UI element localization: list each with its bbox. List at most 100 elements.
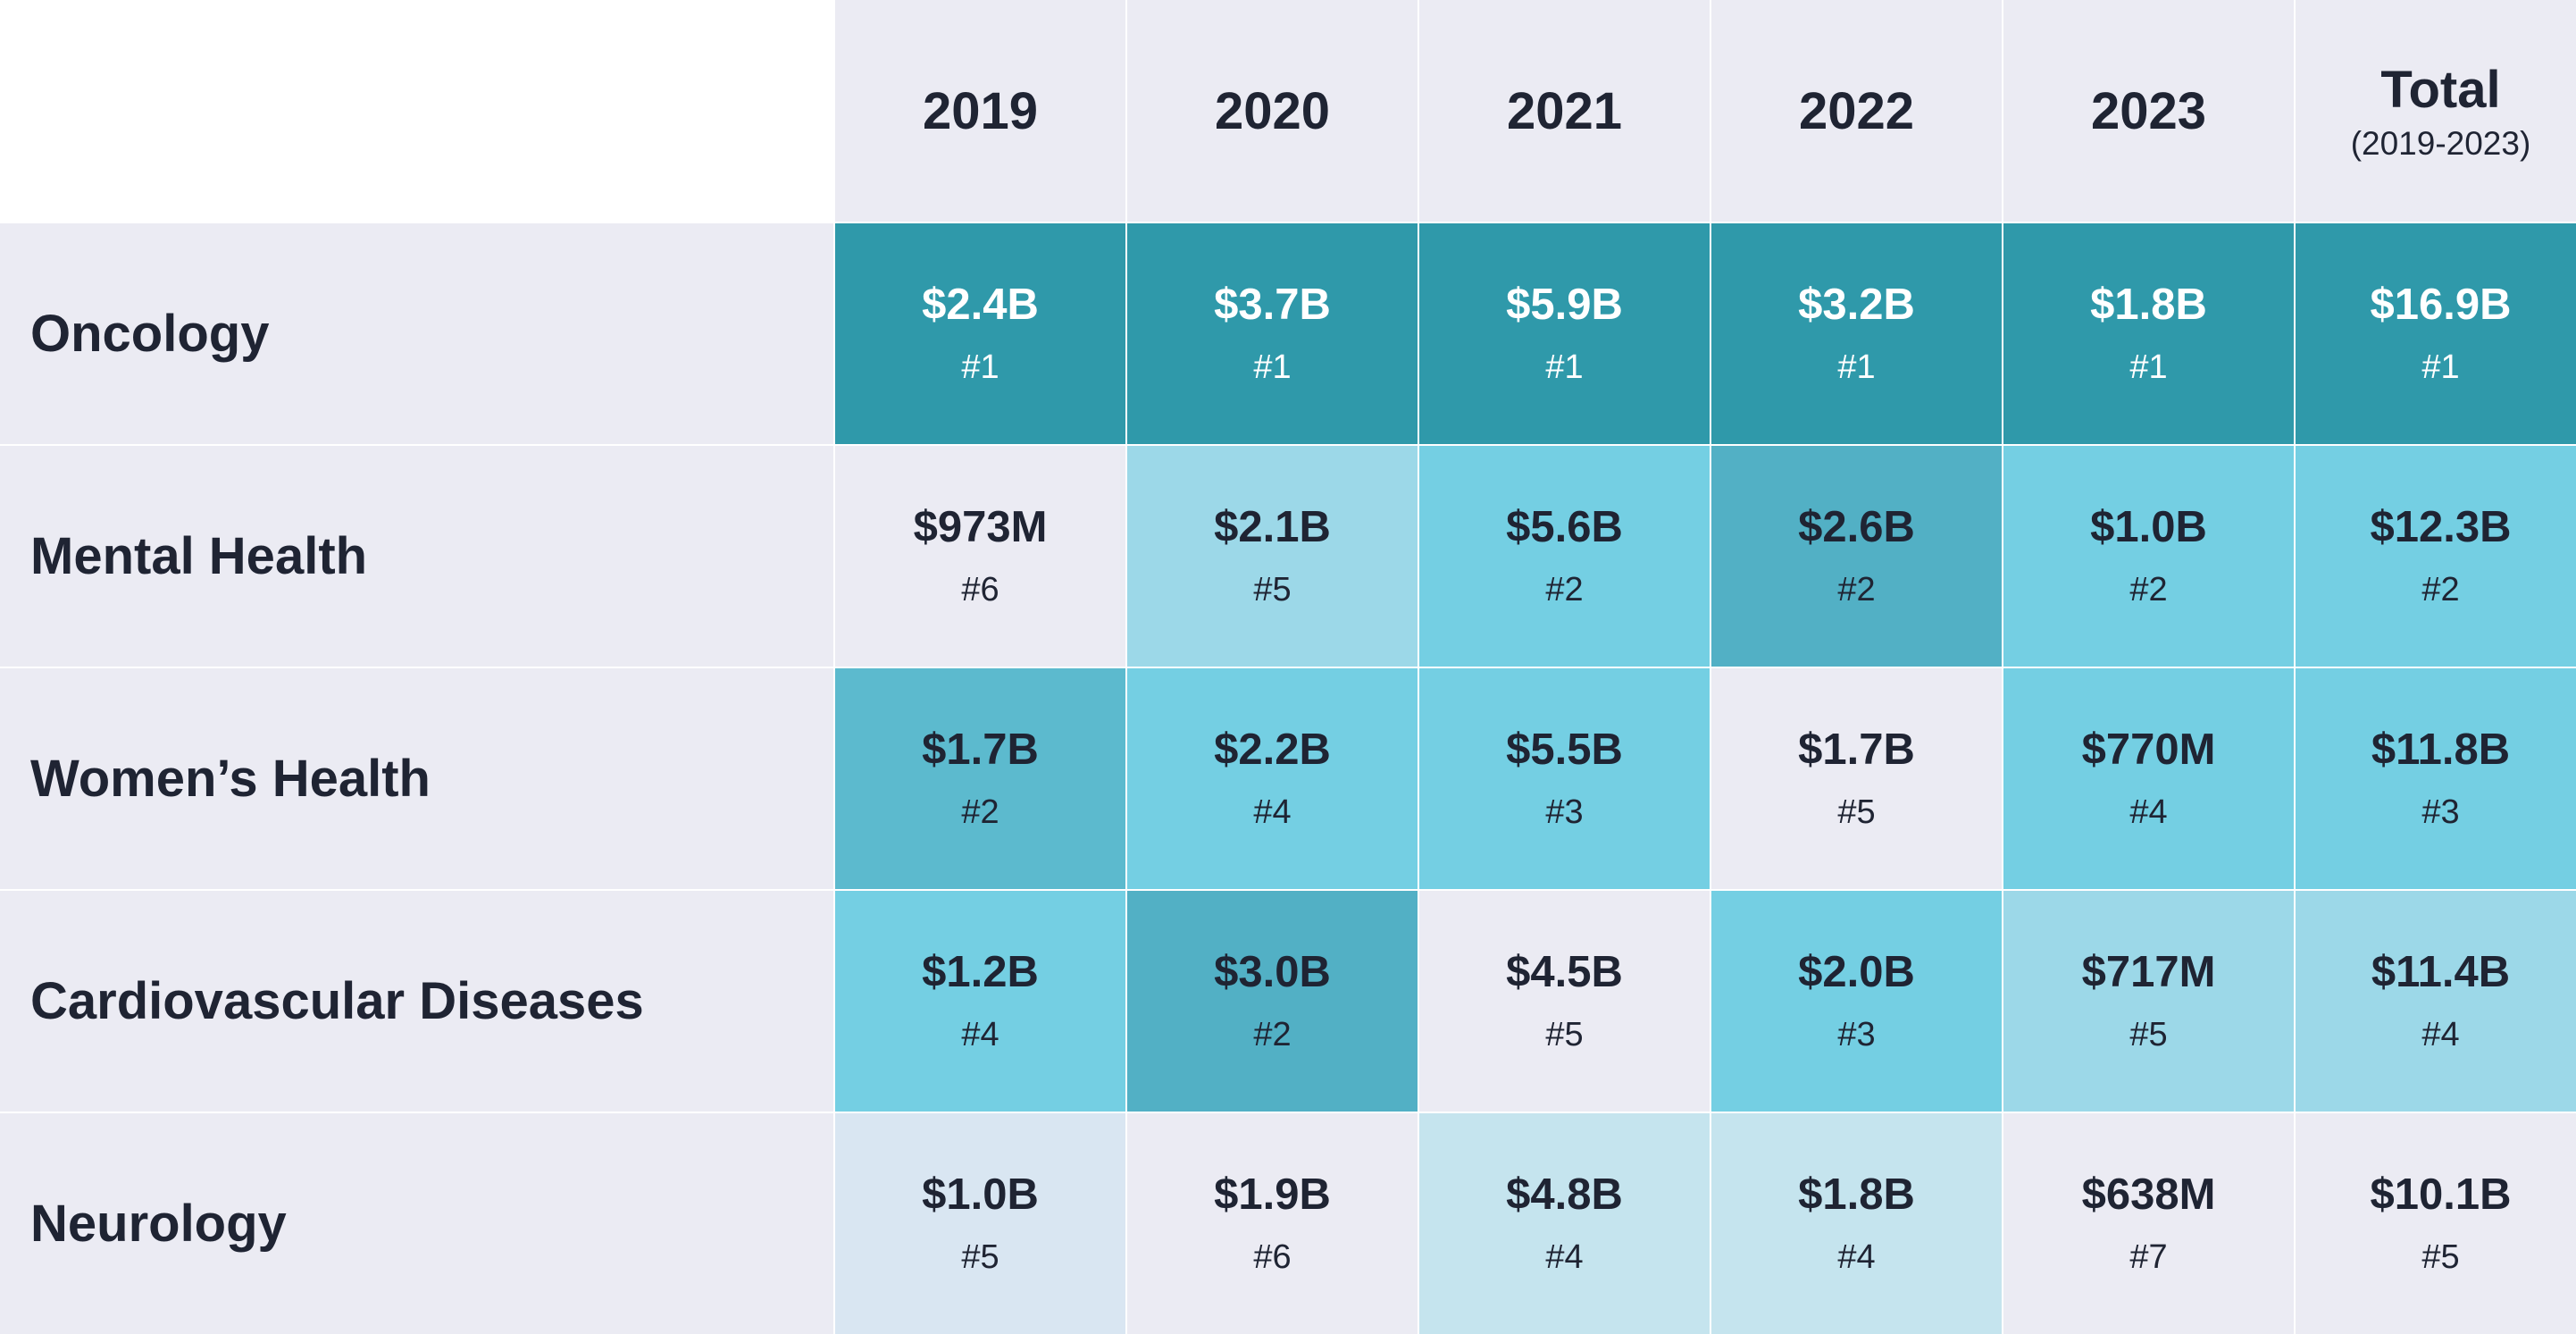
cell-value: $3.0B (1214, 948, 1331, 996)
column-header-label: 2023 (2090, 81, 2207, 140)
cell-rank: #1 (1253, 348, 1292, 386)
cell-value: $5.6B (1506, 503, 1623, 551)
cell-value: $3.7B (1214, 281, 1331, 329)
heatmap-cell: $2.6B #2 (1711, 446, 2002, 667)
cell-rank: #7 (2129, 1238, 2168, 1276)
cell-value: $638M (2081, 1170, 2216, 1219)
cell-rank: #1 (2129, 348, 2168, 386)
cell-value: $12.3B (2370, 503, 2512, 551)
cell-rank: #1 (961, 348, 999, 386)
cell-value: $1.2B (922, 948, 1039, 996)
row-header: Cardiovascular Diseases (0, 891, 833, 1112)
cell-rank: #2 (1253, 1016, 1292, 1053)
column-header: 2020 (1127, 0, 1418, 222)
corner-cell (0, 0, 833, 222)
row-header: Women’s Health (0, 668, 833, 889)
row-header: Mental Health (0, 446, 833, 667)
heatmap-cell: $1.7B #5 (1711, 668, 2002, 889)
cell-value: $1.9B (1214, 1170, 1331, 1219)
heatmap-cell: $3.0B #2 (1127, 891, 1418, 1112)
cell-value: $5.9B (1506, 281, 1623, 329)
row-header: Oncology (0, 223, 833, 444)
heatmap-cell: $1.0B #5 (835, 1113, 1125, 1334)
heatmap-cell: $5.9B #1 (1419, 223, 1710, 444)
column-header-label: 2020 (1214, 81, 1331, 140)
heatmap-cell: $11.4B #4 (2296, 891, 2576, 1112)
heatmap-cell: $770M #4 (2003, 668, 2294, 889)
heatmap-cell: $1.0B #2 (2003, 446, 2294, 667)
cell-rank: #3 (2421, 793, 2460, 831)
cell-rank: #5 (2129, 1016, 2168, 1053)
heatmap-cell: $2.1B #5 (1127, 446, 1418, 667)
cell-value: $1.8B (2090, 281, 2207, 329)
heatmap-cell: $11.8B #3 (2296, 668, 2576, 889)
column-header: 2022 (1711, 0, 2002, 222)
column-header-sublabel: (2019-2023) (2350, 124, 2531, 162)
cell-rank: #1 (2421, 348, 2460, 386)
cell-value: $4.8B (1506, 1170, 1623, 1219)
cell-rank: #2 (2129, 571, 2168, 608)
cell-rank: #2 (2421, 571, 2460, 608)
cell-value: $5.5B (1506, 726, 1623, 774)
cell-rank: #6 (1253, 1238, 1292, 1276)
heatmap-cell: $1.8B #1 (2003, 223, 2294, 444)
column-header-label: Total (2380, 60, 2501, 119)
cell-value: $973M (913, 503, 1048, 551)
cell-rank: #1 (1837, 348, 1876, 386)
heatmap-cell: $5.5B #3 (1419, 668, 1710, 889)
cell-rank: #4 (2129, 793, 2168, 831)
cell-value: $1.7B (922, 726, 1039, 774)
cell-rank: #5 (1253, 571, 1292, 608)
heatmap-cell: $3.7B #1 (1127, 223, 1418, 444)
cell-value: $2.0B (1798, 948, 1915, 996)
heatmap-cell: $2.4B #1 (835, 223, 1125, 444)
heatmap-cell: $1.8B #4 (1711, 1113, 2002, 1334)
cell-rank: #5 (1837, 793, 1876, 831)
heatmap-cell: $973M #6 (835, 446, 1125, 667)
cell-rank: #6 (961, 571, 999, 608)
cell-rank: #4 (2421, 1016, 2460, 1053)
cell-value: $1.0B (2090, 503, 2207, 551)
cell-rank: #5 (2421, 1238, 2460, 1276)
cell-value: $11.8B (2371, 726, 2511, 774)
heatmap-cell: $16.9B #1 (2296, 223, 2576, 444)
cell-value: $2.4B (922, 281, 1039, 329)
cell-rank: #3 (1545, 793, 1584, 831)
cell-value: $2.6B (1798, 503, 1915, 551)
cell-value: $16.9B (2370, 281, 2512, 329)
cell-value: $1.8B (1798, 1170, 1915, 1219)
heatmap-cell: $4.8B #4 (1419, 1113, 1710, 1334)
heatmap-cell: $717M #5 (2003, 891, 2294, 1112)
heatmap-cell: $10.1B #5 (2296, 1113, 2576, 1334)
heatmap-cell: $5.6B #2 (1419, 446, 1710, 667)
column-header: Total (2019-2023) (2296, 0, 2576, 222)
cell-rank: #2 (1545, 571, 1584, 608)
column-header: 2021 (1419, 0, 1710, 222)
row-header: Neurology (0, 1113, 833, 1334)
heatmap-cell: $4.5B #5 (1419, 891, 1710, 1112)
heatmap-cell: $1.2B #4 (835, 891, 1125, 1112)
heatmap-cell: $2.2B #4 (1127, 668, 1418, 889)
cell-value: $11.4B (2371, 948, 2511, 996)
cell-rank: #5 (961, 1238, 999, 1276)
column-header: 2023 (2003, 0, 2294, 222)
cell-value: $4.5B (1506, 948, 1623, 996)
cell-value: $2.1B (1214, 503, 1331, 551)
heatmap-cell: $638M #7 (2003, 1113, 2294, 1334)
heatmap-cell: $1.9B #6 (1127, 1113, 1418, 1334)
cell-value: $770M (2081, 726, 2216, 774)
cell-rank: #2 (1837, 571, 1876, 608)
cell-value: $717M (2081, 948, 2216, 996)
cell-rank: #2 (961, 793, 999, 831)
column-header: 2019 (835, 0, 1125, 222)
cell-rank: #4 (1545, 1238, 1584, 1276)
column-header-label: 2021 (1506, 81, 1623, 140)
heatmap-cell: $2.0B #3 (1711, 891, 2002, 1112)
cell-value: $1.7B (1798, 726, 1915, 774)
column-header-label: 2019 (922, 81, 1039, 140)
cell-value: $10.1B (2370, 1170, 2512, 1219)
cell-value: $1.0B (922, 1170, 1039, 1219)
cell-rank: #5 (1545, 1016, 1584, 1053)
cell-rank: #4 (1253, 793, 1292, 831)
